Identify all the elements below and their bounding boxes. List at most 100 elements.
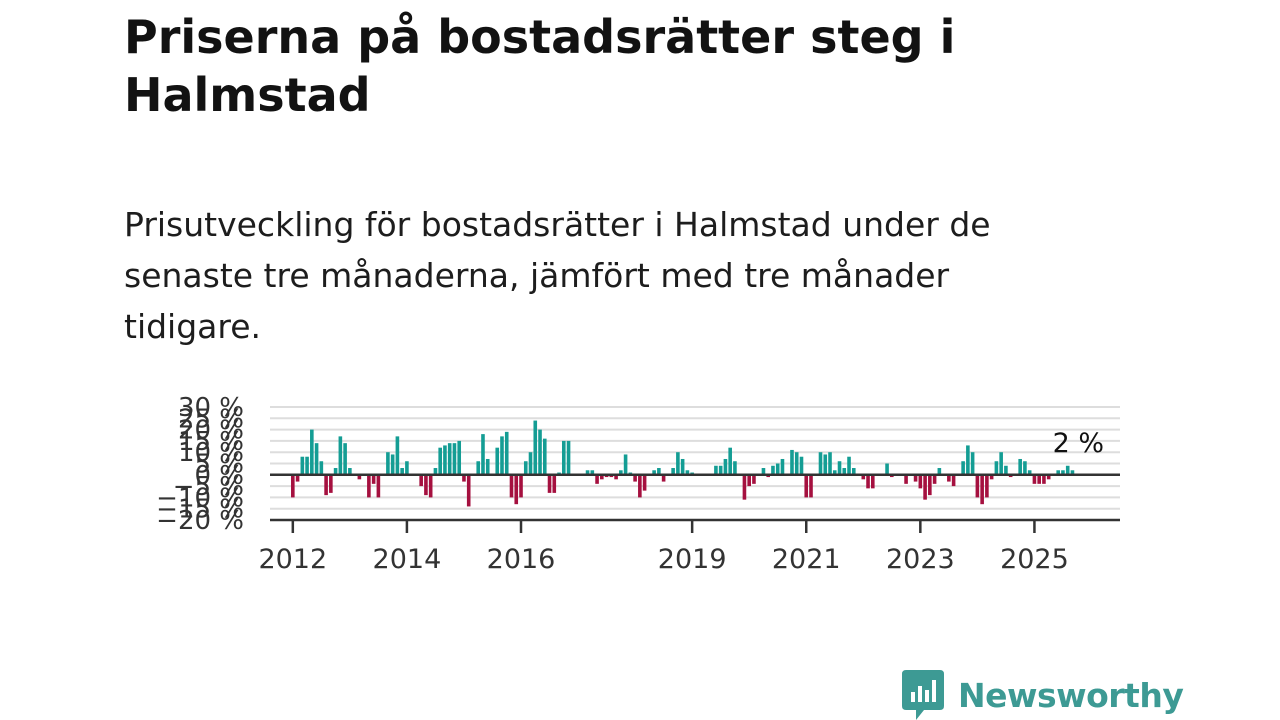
bar [1065,465,1070,475]
bar [913,474,918,482]
bar [923,474,927,500]
bar [742,474,747,500]
bar [291,474,295,498]
bar [566,440,571,475]
bar [714,465,718,475]
bar [1056,470,1060,475]
bar [552,474,557,493]
bar [300,456,305,475]
bar [671,468,675,475]
x-tick-label: 2016 [487,544,556,575]
bar [937,468,942,475]
bar [866,474,870,489]
bar [310,429,314,475]
bar [680,458,685,475]
bar [985,474,989,498]
y-tick-label: 20 % [178,416,244,446]
x-tick-label: 2025 [1000,544,1069,575]
bar [419,474,423,487]
bar [752,474,756,484]
bar [1027,470,1032,475]
bar [428,474,433,498]
grid-lines [270,406,1120,510]
bar [918,474,923,489]
bar [851,468,856,475]
bar [1023,461,1027,475]
bar [542,438,547,475]
y-tick-label: −20 % [156,506,244,536]
bar [799,456,804,475]
bar [623,454,628,475]
bar [319,461,324,475]
bar [885,463,889,475]
bar [1070,470,1075,475]
bar [728,447,732,475]
bar [547,474,552,493]
bar [590,470,595,475]
axes [270,473,1120,533]
bar [619,470,623,475]
bar [614,474,618,480]
bar [828,452,832,475]
bar [657,468,661,475]
bar [747,474,751,487]
bar [794,452,799,475]
bar [642,474,647,491]
bar [295,474,300,482]
bar [600,474,604,480]
y-tick-label: 30 % [178,393,244,423]
bar [485,458,490,475]
bar [771,465,775,475]
bar [818,452,823,475]
bar [538,429,542,475]
bar [447,443,452,475]
bar [975,474,980,498]
bar [343,443,347,475]
y-tick-label: −5 % [173,472,244,502]
bar [999,452,1003,475]
bar [775,463,780,475]
bar [804,474,809,498]
page-subtitle: Prisutveckling för bostadsrätter i Halms… [124,205,991,346]
bar [928,474,932,496]
bar [462,474,466,482]
x-tick-label: 2019 [658,544,727,575]
bar [723,458,728,475]
bar [348,468,352,475]
bar-chart: −20 %−15 %−10 %−5 %0 %5 %10 %15 %20 %25 … [156,393,1120,575]
bar [314,443,319,475]
bar [661,474,666,482]
bar [367,474,371,498]
bar [966,445,970,475]
y-tick-label: −15 % [156,495,244,525]
bars [291,420,1075,507]
bar [1042,474,1046,484]
bar [847,456,851,475]
x-tick-label: 2012 [258,544,327,575]
bar [842,468,847,475]
bar [476,461,481,475]
bar [329,474,333,493]
bar [861,474,866,480]
bar [652,470,656,475]
bar [561,440,566,475]
bar [809,474,813,498]
bar [947,474,951,482]
bar [980,474,984,505]
bar [509,474,514,498]
bar [718,465,723,475]
x-tick-label: 2023 [886,544,955,575]
bar [371,474,376,484]
x-tick-label: 2021 [772,544,841,575]
bar [390,454,395,475]
bar [685,470,690,475]
bar [528,452,533,475]
bar [523,461,528,475]
bar [951,474,956,487]
bar [452,443,457,475]
bar [832,470,837,475]
bar [386,452,390,475]
y-tick-label: 15 % [178,427,244,457]
bar [595,474,599,484]
y-tick-label: 0 % [194,461,244,491]
